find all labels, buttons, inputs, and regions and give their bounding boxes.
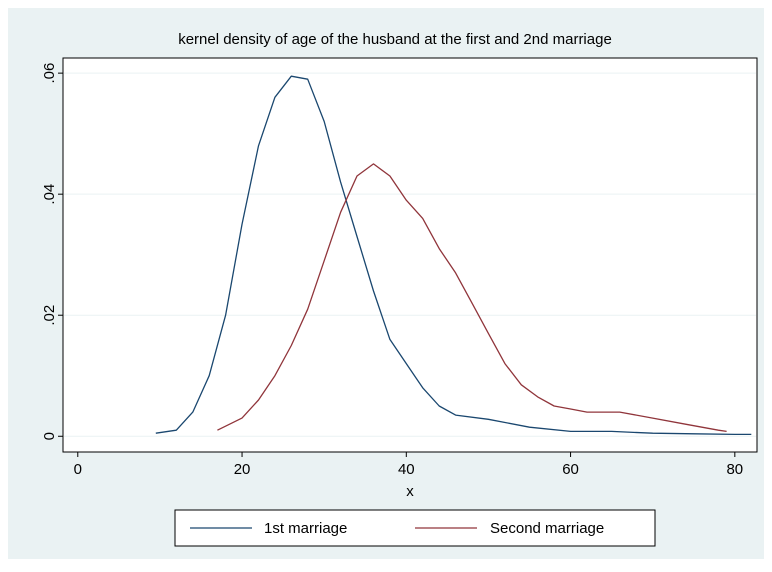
x-tick-label: 20 bbox=[234, 461, 251, 478]
line bbox=[155, 75, 752, 436]
y-tick-label: .04 bbox=[41, 184, 58, 205]
x-tick-label: 60 bbox=[562, 461, 579, 478]
plot-area bbox=[62, 57, 758, 453]
line bbox=[217, 163, 727, 433]
y-tick-label: .02 bbox=[41, 305, 58, 326]
y-tick-label: .06 bbox=[41, 63, 58, 84]
chart-title: kernel density of age of the husband at … bbox=[178, 31, 612, 48]
y-tick-label: 0 bbox=[41, 432, 58, 440]
x-tick-label: 0 bbox=[74, 461, 82, 478]
legend-label: Second marriage bbox=[490, 520, 604, 537]
legend-label: 1st marriage bbox=[264, 520, 347, 537]
x-axis-title: x bbox=[406, 483, 414, 500]
x-tick-label: 80 bbox=[726, 461, 743, 478]
x-tick-label: 40 bbox=[398, 461, 415, 478]
